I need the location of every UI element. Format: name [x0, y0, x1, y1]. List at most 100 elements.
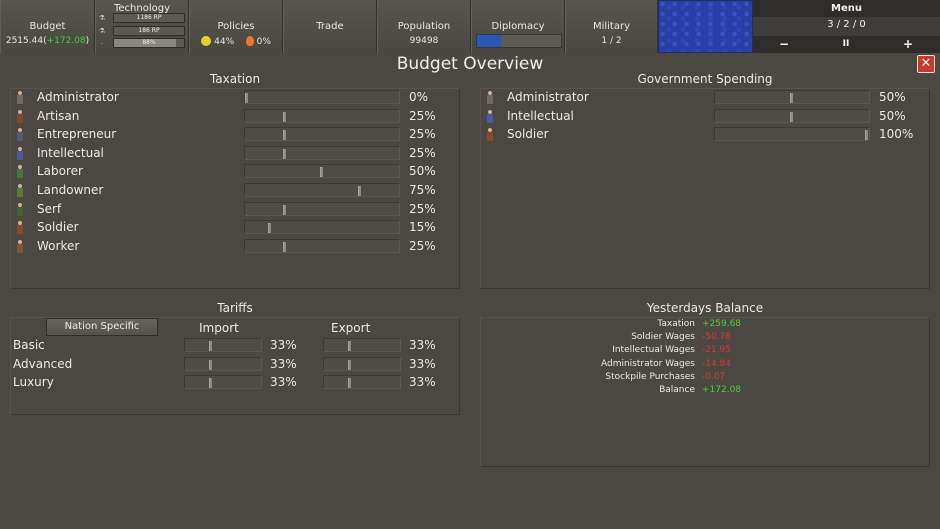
tax-slider[interactable]	[244, 183, 400, 197]
export-tariff-percent: 33%	[409, 375, 436, 390]
slider-handle[interactable]	[790, 111, 793, 122]
pop-type-name: Laborer	[37, 164, 83, 179]
tax-row: Serf 25%	[15, 201, 455, 219]
faster-button[interactable]: +	[902, 37, 914, 51]
tax-row: Worker 25%	[15, 238, 455, 256]
technology-tab[interactable]: Technology ⚗ 1186 RP ⚗ 186 RP · 88%	[95, 0, 189, 53]
spending-slider[interactable]	[714, 127, 870, 142]
population-tab[interactable]: Population 99498	[377, 0, 471, 53]
pause-button[interactable]: II	[842, 39, 850, 49]
export-tariff-slider[interactable]	[323, 375, 401, 390]
slider-handle[interactable]	[348, 359, 351, 370]
balance-value: +259.68	[702, 319, 742, 329]
pop-type-name: Artisan	[37, 108, 80, 123]
export-header: Export	[331, 321, 371, 335]
import-tariff-slider[interactable]	[184, 338, 262, 352]
tariffs-title: Tariffs	[217, 301, 253, 315]
balance-title: Yesterdays Balance	[646, 301, 764, 315]
close-button[interactable]: ✕	[917, 55, 935, 73]
slider-handle[interactable]	[283, 241, 286, 252]
research-bar-3: 88%	[113, 38, 185, 48]
tax-percent: 25%	[409, 145, 436, 160]
tax-percent: 25%	[409, 201, 436, 216]
slider-handle[interactable]	[283, 111, 286, 122]
menu-button[interactable]: Menu	[753, 0, 940, 17]
tariffs-panel	[10, 317, 460, 415]
slider-handle[interactable]	[348, 341, 351, 351]
taxation-title: Taxation	[209, 72, 261, 86]
minimap[interactable]	[658, 0, 753, 53]
military-tab[interactable]: Military 1 / 2	[565, 0, 658, 53]
balance-label: Balance	[659, 385, 695, 395]
balance-row: Administrator Wages -14.84	[495, 359, 895, 372]
research-icon: ·	[100, 40, 104, 48]
taxation-panel	[10, 88, 460, 289]
pop-type-icon	[15, 91, 25, 105]
pop-type-icon	[15, 109, 25, 124]
balance-label: Soldier Wages	[631, 332, 695, 343]
tax-slider[interactable]	[244, 238, 400, 253]
budget-tab[interactable]: Budget 2515.44(+172.08)	[0, 0, 95, 53]
import-tariff-percent: 33%	[270, 338, 297, 352]
tax-slider[interactable]	[244, 201, 400, 216]
spending-slider[interactable]	[714, 90, 870, 104]
slider-handle[interactable]	[209, 341, 212, 351]
nation-specific-button[interactable]: Nation Specific	[46, 318, 158, 336]
slider-handle[interactable]	[245, 93, 248, 103]
pop-type-icon	[485, 109, 495, 124]
pop-type-icon	[15, 202, 25, 217]
slider-handle[interactable]	[358, 186, 361, 196]
import-tariff-percent: 33%	[270, 375, 297, 390]
balance-panel	[480, 317, 930, 467]
export-tariff-percent: 33%	[409, 356, 436, 371]
research-icon: ⚗	[98, 14, 106, 22]
slider-handle[interactable]	[268, 223, 271, 234]
trade-tab[interactable]: Trade	[283, 0, 377, 53]
spending-title: Government Spending	[637, 72, 773, 86]
export-tariff-slider[interactable]	[323, 338, 401, 352]
pop-type-name: Administrator	[37, 90, 119, 104]
slider-handle[interactable]	[283, 204, 286, 215]
spending-slider[interactable]	[714, 108, 870, 123]
happiness-value: 44%	[214, 37, 235, 47]
tax-slider[interactable]	[244, 108, 400, 123]
pop-type-name: Soldier	[507, 127, 549, 142]
trade-label: Trade	[316, 21, 344, 32]
pop-type-icon	[15, 221, 25, 235]
pop-type-name: Serf	[37, 201, 62, 216]
speed-controls: − II +	[753, 36, 940, 53]
policies-tab[interactable]: Policies 44% 0%	[189, 0, 283, 53]
policies-stats: 44% 0%	[190, 36, 282, 47]
pop-type-name: Intellectual	[507, 108, 574, 123]
import-tariff-percent: 33%	[270, 356, 297, 371]
tax-slider[interactable]	[244, 220, 400, 235]
pop-type-name: Landowner	[37, 183, 104, 197]
import-tariff-slider[interactable]	[184, 356, 262, 371]
slider-handle[interactable]	[209, 378, 212, 389]
tax-slider[interactable]	[244, 127, 400, 142]
tax-slider[interactable]	[244, 164, 400, 179]
slider-handle[interactable]	[283, 130, 286, 141]
slider-handle[interactable]	[320, 167, 323, 178]
slider-handle[interactable]	[790, 93, 793, 103]
tax-slider[interactable]	[244, 145, 400, 160]
tax-slider[interactable]	[244, 90, 400, 104]
balance-row: Stockpile Purchases -0.07	[495, 372, 895, 385]
slider-handle[interactable]	[209, 359, 212, 370]
spending-row: Intellectual 50%	[485, 108, 925, 126]
slider-handle[interactable]	[283, 148, 286, 159]
pop-type-icon	[485, 128, 495, 142]
slower-button[interactable]: −	[778, 37, 790, 51]
spending-panel	[480, 88, 930, 289]
import-tariff-slider[interactable]	[184, 375, 262, 390]
game-date: 3 / 2 / 0	[827, 19, 866, 30]
pop-type-icon	[15, 239, 25, 254]
tax-row: Landowner 75%	[15, 182, 455, 200]
diplomacy-tab[interactable]: Diplomacy	[471, 0, 565, 53]
pop-type-icon	[15, 165, 25, 179]
slider-handle[interactable]	[865, 130, 868, 141]
export-tariff-slider[interactable]	[323, 356, 401, 371]
technology-label: Technology	[113, 3, 170, 14]
slider-handle[interactable]	[348, 378, 351, 389]
spending-percent: 50%	[879, 108, 906, 123]
